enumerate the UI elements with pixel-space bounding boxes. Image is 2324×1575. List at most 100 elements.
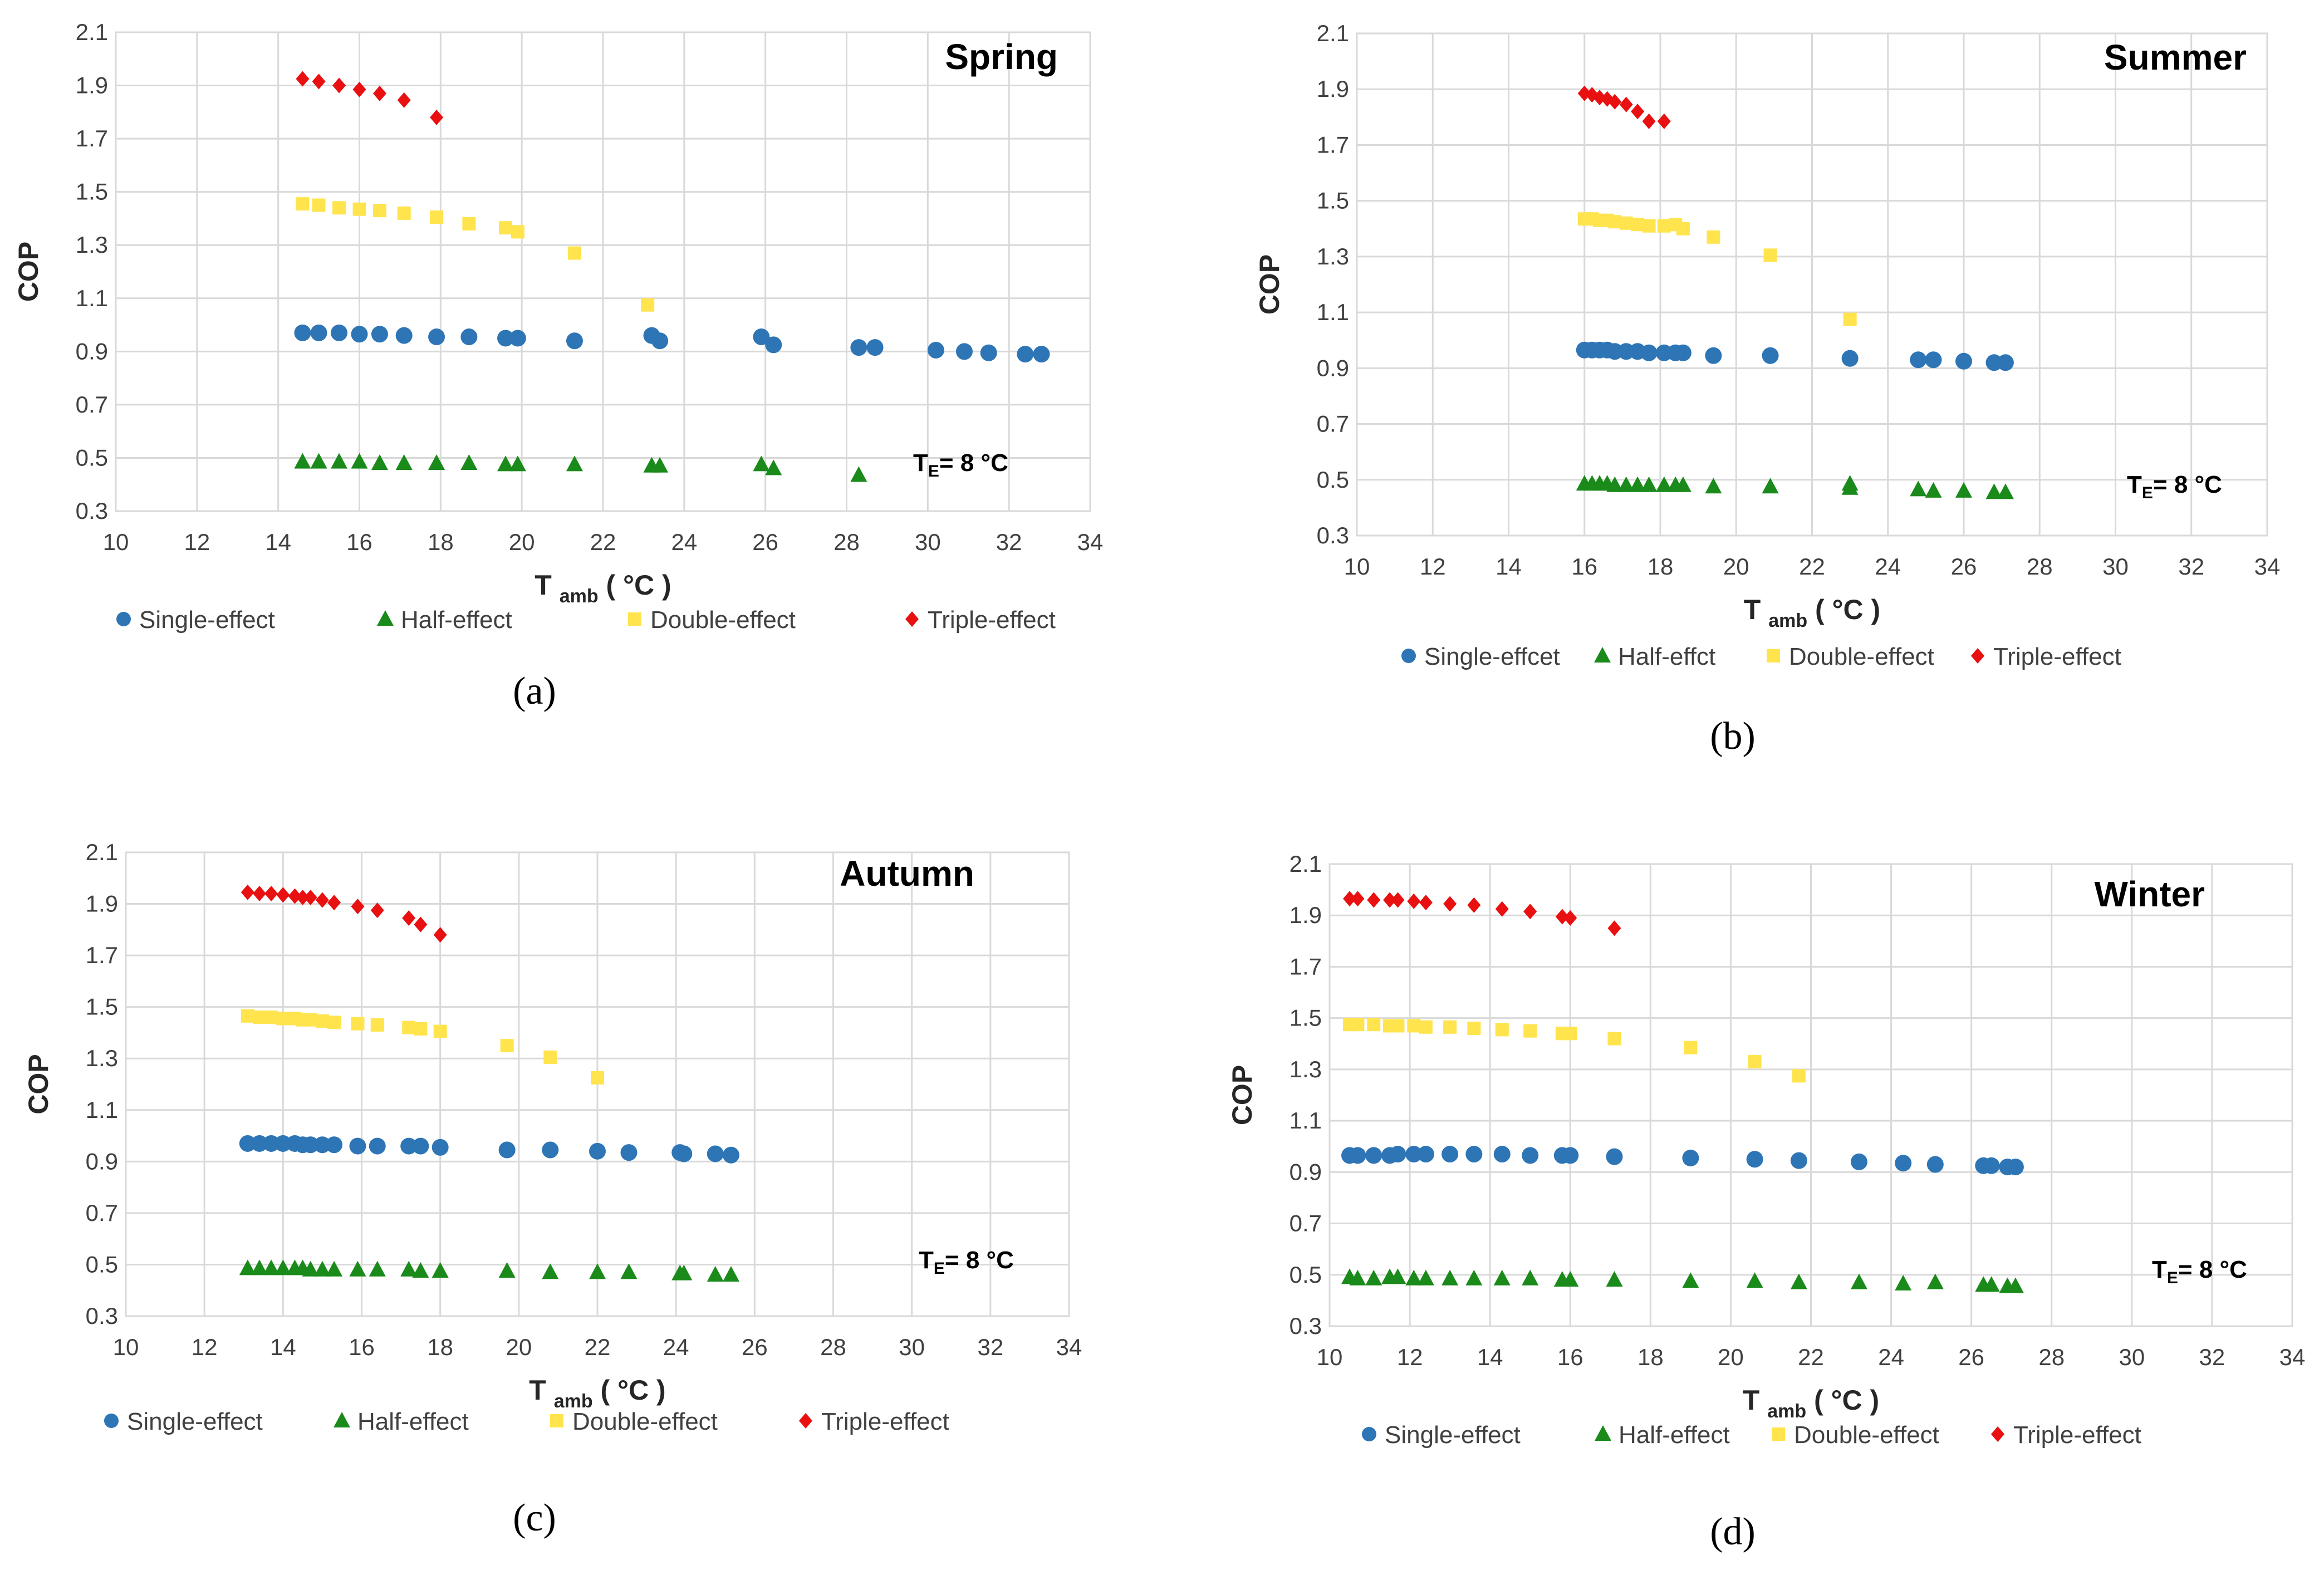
x-tick-label: 18: [1648, 553, 1674, 580]
data-point: [1895, 1155, 1912, 1172]
legend-entry: Triple-effect: [928, 606, 1056, 634]
x-tick-label: 24: [1875, 553, 1901, 580]
data-point: [414, 916, 428, 933]
data-point: [651, 332, 669, 350]
data-point: [850, 466, 867, 482]
series-triple-effect: [1343, 891, 1621, 936]
data-point: [500, 1039, 514, 1053]
data-point: [1405, 1269, 1423, 1285]
x-tick-label: 24: [1878, 1344, 1904, 1370]
x-tick-label: 14: [1496, 553, 1522, 580]
x-tick-label: 28: [2038, 1344, 2065, 1370]
y-tick-label: 1.3: [76, 232, 108, 258]
data-point: [370, 1018, 384, 1032]
data-point: [315, 892, 329, 908]
x-tick-label: 22: [1799, 553, 1825, 580]
legend-entry: Half-effect: [401, 606, 512, 634]
data-point: [1407, 893, 1421, 909]
data-point: [641, 298, 655, 312]
series-triple-effect: [241, 884, 447, 943]
data-point: [1493, 1269, 1511, 1285]
data-point: [1955, 352, 1972, 370]
data-point: [302, 1260, 319, 1277]
data-point: [397, 206, 411, 220]
data-point: [428, 328, 445, 346]
data-point: [1748, 1055, 1762, 1069]
data-point: [1674, 344, 1691, 361]
te-annotation: TE= 8 °C: [2152, 1256, 2247, 1287]
data-point: [331, 324, 348, 341]
data-point: [1707, 230, 1720, 244]
data-point: [1607, 1032, 1621, 1046]
y-tick-label: 0.5: [1317, 467, 1349, 493]
data-point: [303, 1013, 317, 1027]
data-point: [1705, 478, 1722, 494]
data-point: [296, 71, 310, 87]
data-point: [1351, 1018, 1365, 1032]
data-point: [1676, 222, 1690, 235]
y-tick-label: 0.7: [76, 391, 108, 418]
data-point: [331, 453, 348, 469]
x-tick-label: 34: [1077, 529, 1104, 555]
legend-entry: Single-effect: [1385, 1421, 1521, 1449]
legend-entry: Single-effect: [139, 606, 275, 634]
data-point: [460, 328, 478, 346]
data-point: [1631, 104, 1645, 120]
data-point: [310, 324, 327, 341]
y-tick-label: 0.9: [86, 1148, 118, 1174]
data-point: [252, 1010, 266, 1024]
legend-marker: [1767, 649, 1780, 663]
x-tick-label: 28: [2027, 553, 2053, 580]
data-point: [327, 895, 341, 911]
data-point: [1367, 1018, 1381, 1032]
data-point: [369, 1260, 386, 1277]
panel-label: (b): [1710, 715, 1756, 758]
x-tick-label: 14: [265, 529, 291, 555]
data-point: [412, 1262, 429, 1278]
data-point: [1562, 1147, 1579, 1164]
x-tick-label: 30: [899, 1334, 925, 1360]
data-point: [430, 109, 444, 125]
y-axis-label: COP: [23, 1054, 54, 1114]
data-point: [1619, 96, 1633, 112]
data-point: [753, 328, 770, 346]
data-point: [589, 1263, 606, 1279]
y-axis-label: COP: [13, 242, 44, 302]
y-tick-label: 0.5: [1290, 1262, 1322, 1288]
legend-marker: [116, 612, 131, 626]
x-tick-label: 30: [2119, 1344, 2145, 1370]
y-tick-label: 1.5: [1317, 188, 1349, 214]
data-point: [263, 1259, 280, 1275]
data-point: [432, 1139, 449, 1156]
data-point: [1465, 1146, 1483, 1163]
series-half-effect: [294, 453, 867, 482]
data-point: [351, 326, 368, 343]
legend-entry: Half-effect: [357, 1408, 469, 1435]
data-point: [1367, 892, 1381, 908]
data-point: [371, 326, 388, 343]
legend-entry: Single-effcet: [1424, 643, 1560, 670]
data-point: [312, 198, 326, 212]
legend: Single-effcet Half-effct Double-effect Trip…: [1401, 643, 2121, 670]
series-single-effect: [1341, 1146, 2024, 1176]
data-point: [1746, 1272, 1763, 1288]
data-point: [753, 455, 770, 472]
y-tick-label: 1.1: [76, 285, 108, 311]
data-point: [1619, 216, 1633, 230]
data-point: [460, 454, 478, 470]
data-point: [1442, 1269, 1459, 1285]
data-point: [675, 1145, 693, 1162]
y-tick-label: 0.9: [76, 338, 108, 364]
data-point: [566, 455, 583, 472]
x-tick-label: 34: [1056, 1334, 1082, 1360]
data-point: [349, 1137, 366, 1155]
data-point: [1997, 354, 2014, 371]
data-point: [1349, 1147, 1366, 1164]
data-point: [414, 1022, 428, 1036]
data-point: [241, 1009, 254, 1023]
y-tick-label: 1.1: [86, 1097, 118, 1123]
data-point: [1495, 1023, 1509, 1037]
data-point: [1925, 482, 1942, 498]
y-tick-label: 1.3: [1290, 1056, 1322, 1082]
data-point: [1349, 1269, 1366, 1285]
